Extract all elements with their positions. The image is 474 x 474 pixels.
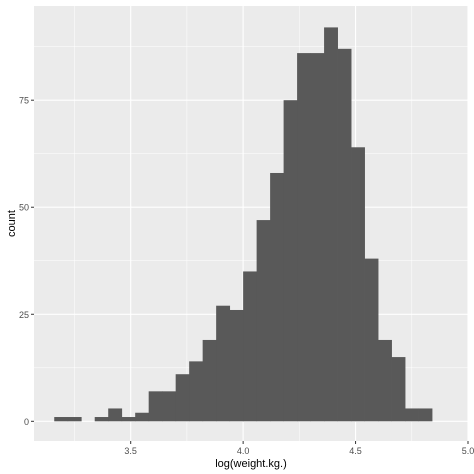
x-tick-label: 4.0 (237, 446, 250, 456)
histogram-bar (189, 361, 204, 422)
y-tick-label: 50 (19, 203, 29, 213)
histogram-bar (108, 408, 123, 422)
y-axis-ticks: 0 25 50 75 (19, 96, 34, 427)
histogram-bar (418, 408, 433, 422)
histogram-bar (94, 417, 109, 422)
x-axis-title: log(weight.kg.) (215, 458, 287, 470)
histogram-bar (378, 339, 392, 422)
histogram-bar (270, 172, 285, 422)
histogram-bar (310, 53, 325, 422)
x-tick-label: 4.5 (349, 446, 362, 456)
histogram-bar (175, 374, 190, 422)
histogram-bar (243, 271, 258, 422)
x-tick-label: 3.5 (124, 446, 137, 456)
histogram-bar (297, 53, 311, 422)
histogram-bar (202, 339, 217, 422)
histogram-bar (121, 417, 136, 422)
histogram-bar (391, 357, 406, 422)
histogram-bar (135, 412, 150, 422)
y-axis-title: count (6, 210, 18, 237)
histogram-bar (54, 417, 69, 422)
histogram-bar (67, 417, 82, 422)
histogram-bar (162, 391, 177, 422)
histogram-bar (256, 220, 271, 422)
y-tick-label: 0 (24, 417, 29, 427)
histogram-bar (405, 408, 419, 422)
histogram-bar (337, 48, 352, 422)
histogram-bars (54, 27, 433, 422)
x-axis-ticks: 3.5 4.0 4.5 5.0 (124, 441, 474, 456)
histogram-bar (324, 27, 338, 422)
y-tick-label: 25 (19, 310, 29, 320)
histogram-bar (148, 391, 163, 422)
y-tick-label: 75 (19, 96, 29, 106)
histogram-bar (229, 309, 244, 422)
histogram-bar (351, 147, 365, 422)
histogram-bar (216, 305, 231, 422)
histogram-bar (283, 100, 298, 422)
x-tick-label: 5.0 (462, 446, 474, 456)
histogram-bar (364, 258, 379, 422)
